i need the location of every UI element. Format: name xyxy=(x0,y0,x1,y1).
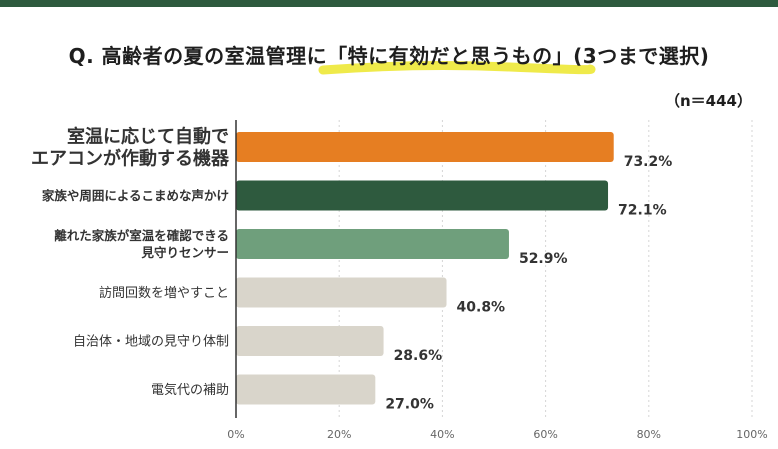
top-band xyxy=(0,0,778,7)
value-label: 27.0% xyxy=(385,397,434,413)
sample-size-label: （n＝444） xyxy=(665,92,752,110)
bar xyxy=(236,132,614,162)
x-tick-label: 100% xyxy=(736,428,767,441)
category-label: 家族や周囲によるこまめな声かけ xyxy=(42,188,229,203)
x-tick-label: 20% xyxy=(327,428,351,441)
category-label: 訪問回数を増やすこと xyxy=(99,285,229,301)
value-label: 52.9% xyxy=(519,251,568,267)
x-tick-label: 60% xyxy=(533,428,557,441)
chart-title-text: Q. 高齢者の夏の室温管理に「特に有効だと思うもの」(3つまで選択) xyxy=(68,44,710,68)
bar xyxy=(236,180,609,211)
category-label: 自治体・地域の見守り体制 xyxy=(73,335,229,350)
value-label: 40.8% xyxy=(457,300,506,316)
x-tick-label: 80% xyxy=(637,428,661,441)
category-label: 電気代の補助 xyxy=(151,382,229,398)
value-label: 72.1% xyxy=(618,203,667,219)
value-label: 73.2% xyxy=(624,154,673,170)
bar xyxy=(236,374,376,405)
category-label: 離れた家族が室温を確認できる xyxy=(54,228,229,243)
x-tick-label: 0% xyxy=(227,428,244,441)
title-highlight-stroke xyxy=(318,61,596,75)
chart-title: Q. 高齢者の夏の室温管理に「特に有効だと思うもの」(3つまで選択) xyxy=(69,40,710,69)
bar xyxy=(236,229,509,259)
category-label: 見守りセンサー xyxy=(140,245,229,260)
x-tick-label: 40% xyxy=(430,428,454,441)
bar xyxy=(236,277,447,308)
category-label: エアコンが作動する機器 xyxy=(31,147,230,169)
title-wrap: Q. 高齢者の夏の室温管理に「特に有効だと思うもの」(3つまで選択) xyxy=(0,40,778,69)
bar xyxy=(236,326,384,356)
value-label: 28.6% xyxy=(394,348,443,364)
category-label: 室温に応じて自動で xyxy=(67,125,229,147)
